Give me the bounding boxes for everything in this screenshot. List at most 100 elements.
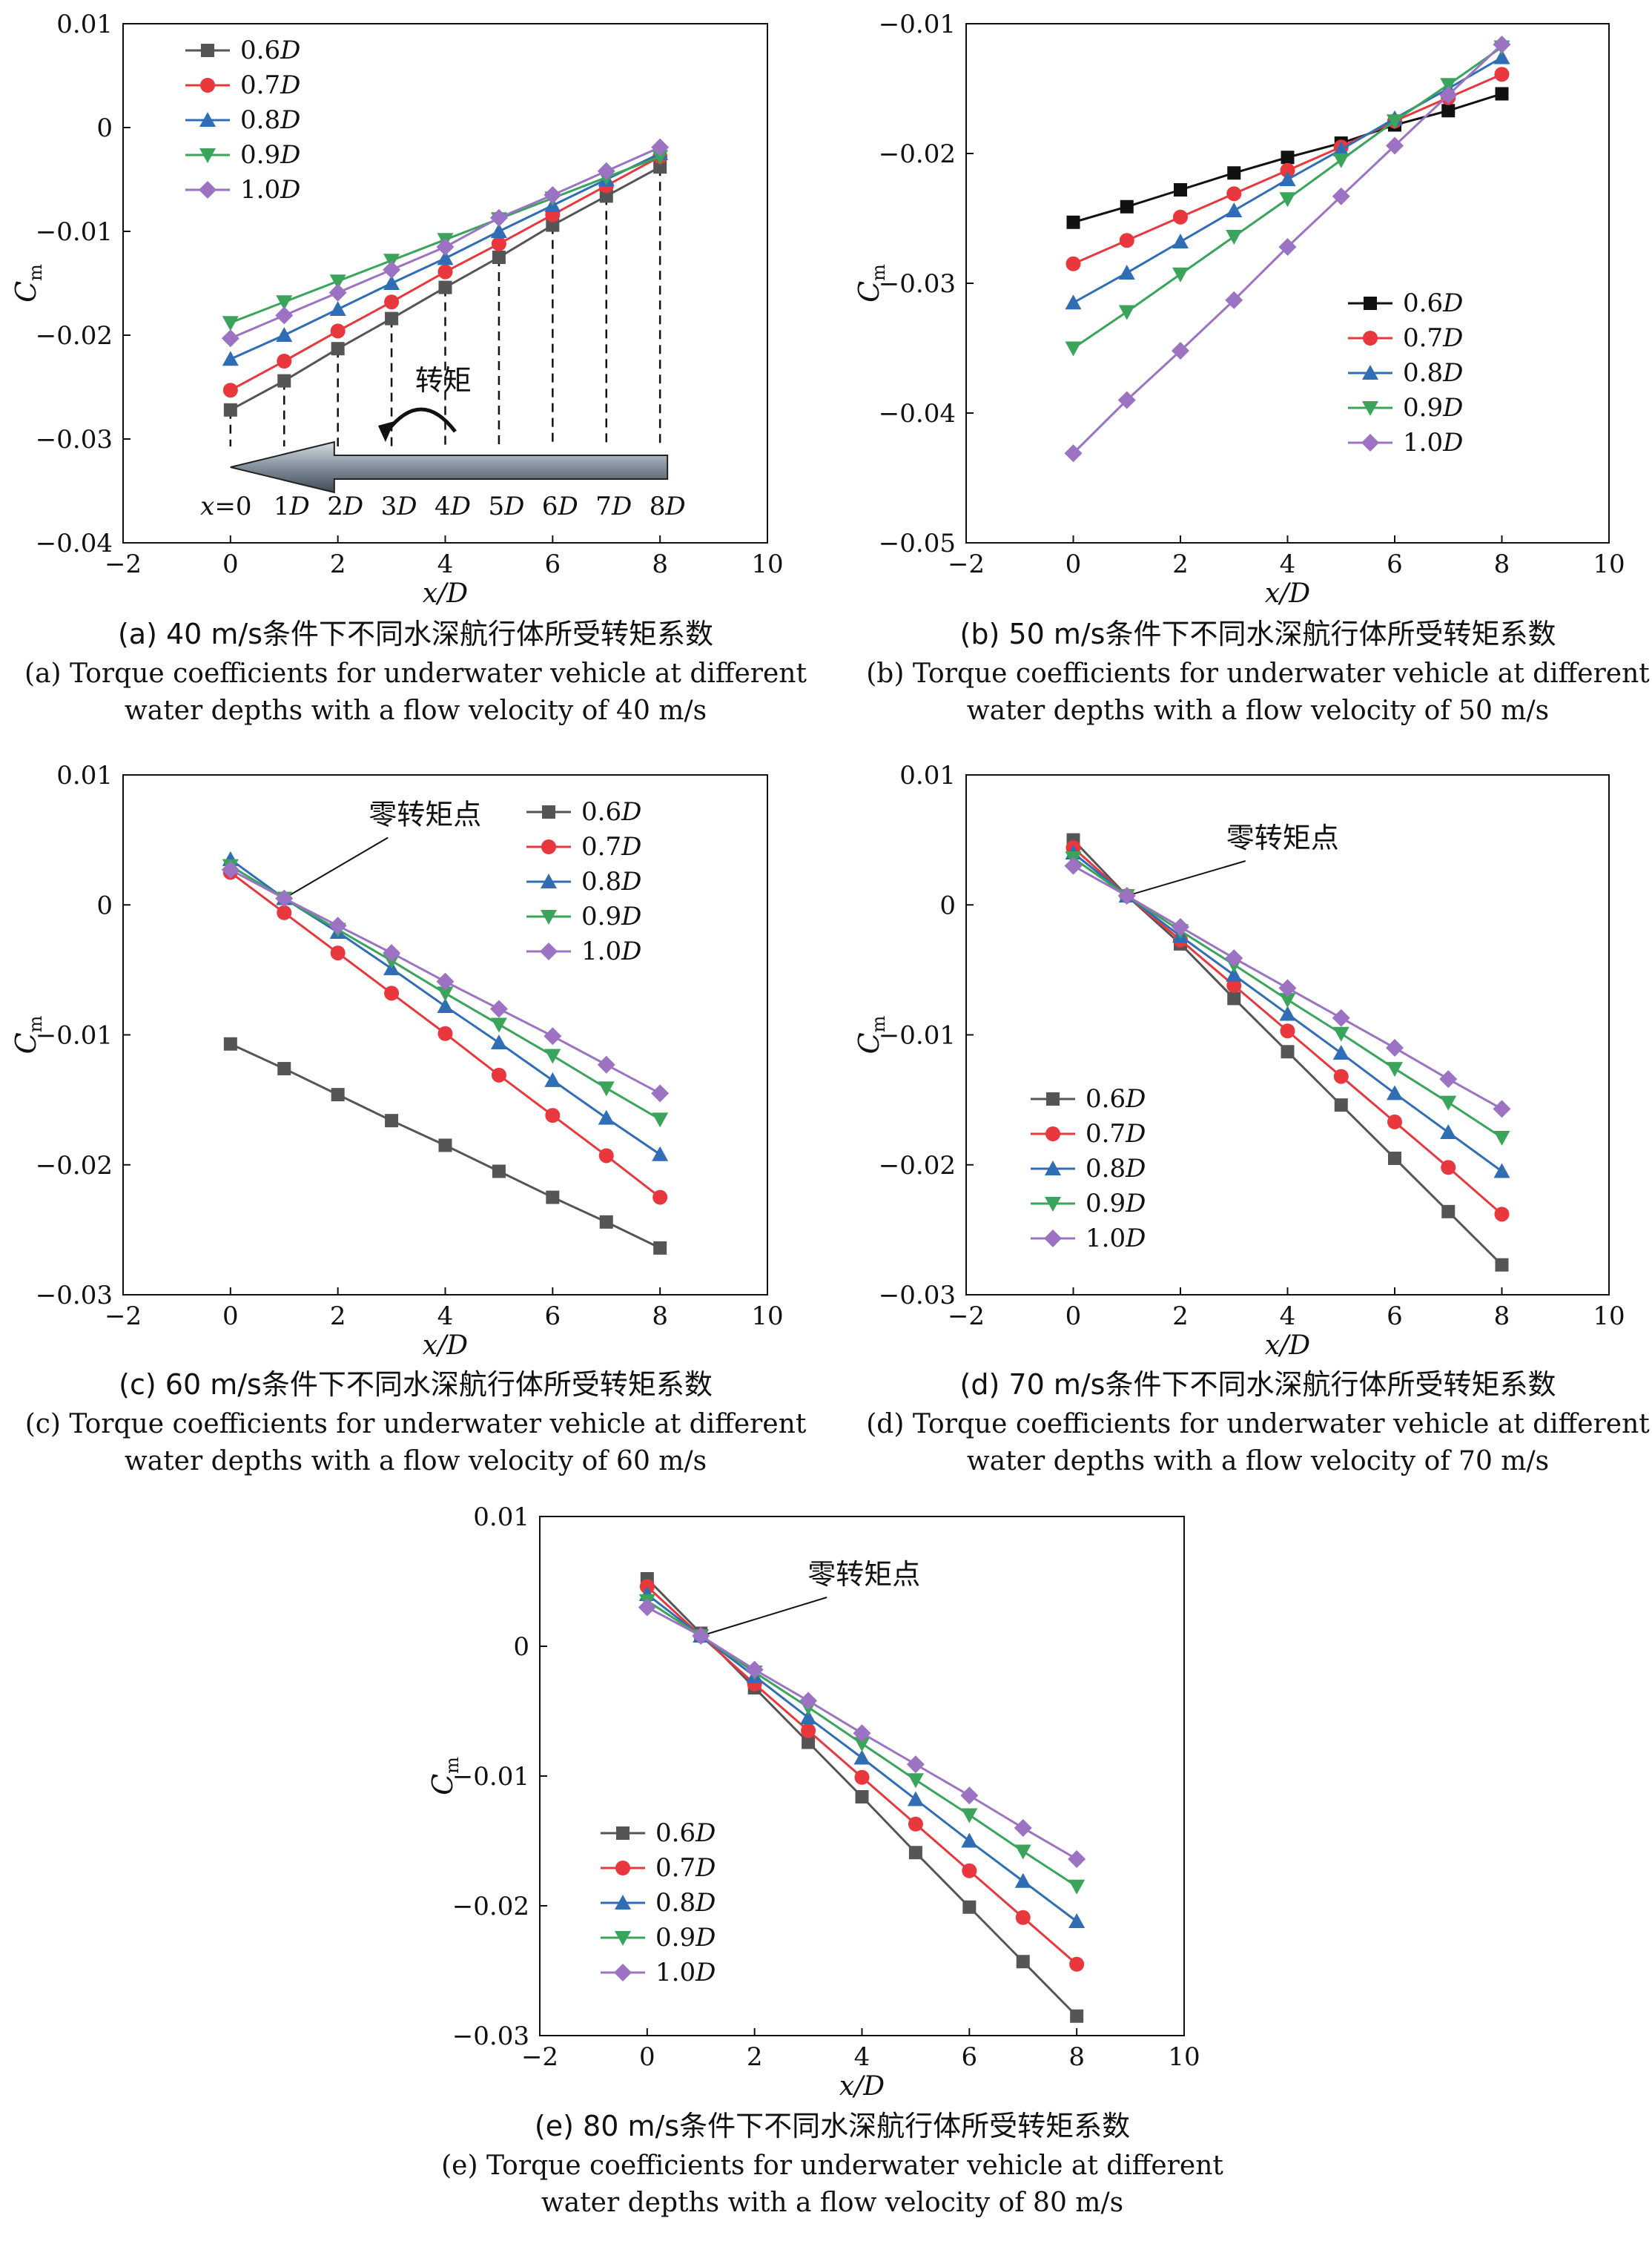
x-tick-label: 2	[747, 2042, 763, 2072]
zero-torque-label: 零转矩点	[1226, 822, 1339, 854]
x-axis-label: x/D	[1265, 578, 1310, 609]
data-point	[651, 1084, 670, 1103]
data-point	[692, 1627, 710, 1645]
data-point	[490, 1034, 507, 1050]
data-point	[384, 986, 400, 1001]
legend-marker	[540, 943, 558, 960]
data-point	[1280, 162, 1295, 178]
legend-label: 0.9D	[240, 140, 300, 170]
y-axis-label: Cm	[10, 1015, 46, 1054]
y-tick-label: 0	[96, 891, 113, 920]
data-point	[1014, 1872, 1031, 1888]
data-point	[1068, 1850, 1086, 1868]
legend-marker	[199, 181, 217, 199]
caption-en-line2: water depths with a flow velocity of 60 …	[125, 1446, 707, 1476]
data-point	[1493, 1163, 1510, 1178]
y-tick-label: 0.01	[56, 10, 113, 39]
legend-label: 0.7D	[581, 832, 641, 862]
data-point	[1387, 114, 1403, 130]
data-point	[1172, 918, 1189, 937]
legend: 0.6D 0.7D 0.8D 0.9D 1.0D	[185, 36, 300, 205]
data-point	[489, 208, 508, 227]
data-point	[385, 1114, 399, 1128]
data-point	[653, 1241, 667, 1255]
legend-label: 0.7D	[1086, 1119, 1146, 1149]
legend-marker	[201, 44, 214, 57]
annotation-leader	[283, 836, 389, 900]
position-label: 3D	[381, 492, 417, 521]
caption-en-line2: water depths with a flow velocity of 50 …	[967, 696, 1549, 726]
zero-torque-label: 零转矩点	[807, 1558, 920, 1591]
zero-torque-label: 零转矩点	[369, 798, 481, 831]
legend: 0.6D 0.7D 0.8D 0.9D 1.0D	[526, 797, 641, 966]
legend-label: 0.8D	[655, 1888, 716, 1918]
legend-label: 0.6D	[581, 797, 641, 827]
y-tick-label: −0.02	[36, 321, 113, 351]
x-tick-label: 0	[222, 549, 239, 579]
data-point	[799, 1692, 818, 1710]
data-point	[1226, 186, 1242, 202]
x-tick-label: −2	[105, 549, 142, 579]
legend-marker	[1045, 1126, 1060, 1141]
data-point	[1333, 1069, 1349, 1084]
data-point	[652, 1189, 668, 1205]
legend-label: 0.8D	[240, 105, 300, 135]
legend-marker	[1362, 401, 1378, 416]
data-point	[1387, 1085, 1403, 1100]
y-tick-label: −0.01	[452, 1762, 529, 1792]
legend-marker	[541, 910, 557, 925]
data-point	[546, 1190, 560, 1204]
data-point	[960, 1786, 979, 1805]
data-point	[652, 150, 669, 165]
legend-label: 0.8D	[1086, 1154, 1146, 1184]
x-tick-label: 10	[1593, 549, 1625, 579]
x-tick-label: 10	[751, 1301, 783, 1331]
data-point	[1070, 2009, 1084, 2023]
data-point	[1065, 341, 1082, 357]
series-1.0D	[1064, 36, 1511, 463]
position-label: 2D	[327, 492, 363, 521]
legend-marker	[1363, 331, 1378, 346]
y-tick-label: −0.03	[452, 2021, 529, 2051]
y-axis-label: Cm	[426, 1757, 463, 1795]
data-point	[491, 236, 506, 251]
data-point	[1172, 234, 1189, 248]
data-point	[1225, 949, 1243, 968]
legend-marker	[615, 1895, 631, 1910]
data-point	[1172, 267, 1189, 283]
data-point	[492, 251, 506, 264]
data-point	[651, 138, 670, 156]
position-label: 1D	[274, 492, 310, 521]
data-point	[1068, 1913, 1086, 1928]
legend-label: 1.0D	[1086, 1224, 1146, 1253]
caption-en-line2: water depths with a flow velocity of 70 …	[967, 1446, 1549, 1476]
data-point	[383, 275, 400, 290]
data-point	[277, 905, 292, 920]
data-point	[222, 383, 238, 398]
legend-label: 0.9D	[581, 902, 641, 931]
data-point	[1280, 1023, 1295, 1039]
data-point	[1441, 1160, 1456, 1175]
data-point	[1386, 136, 1404, 155]
data-point	[1227, 991, 1241, 1006]
series-0.6D	[223, 160, 667, 417]
legend: 0.6D 0.7D 0.8D 0.9D 1.0D	[1031, 1084, 1146, 1253]
data-point	[1016, 1955, 1030, 1969]
y-tick-label: −0.01	[36, 217, 113, 247]
y-tick-label: −0.03	[36, 1281, 113, 1310]
data-point	[1174, 183, 1187, 197]
data-point	[1065, 256, 1081, 271]
data-point	[1172, 342, 1189, 360]
y-tick-label: −0.01	[879, 10, 956, 39]
data-point	[1014, 1844, 1031, 1860]
data-point	[222, 351, 239, 366]
x-tick-label: 10	[751, 549, 783, 579]
x-tick-label: 2	[1172, 1301, 1189, 1331]
series-1.0D	[1064, 857, 1511, 1118]
x-tick-label: 2	[330, 1301, 346, 1331]
data-point	[221, 860, 239, 879]
data-point	[598, 1081, 615, 1097]
data-point	[802, 1735, 816, 1749]
legend-marker	[615, 1861, 630, 1875]
x-tick-label: 6	[1387, 549, 1403, 579]
